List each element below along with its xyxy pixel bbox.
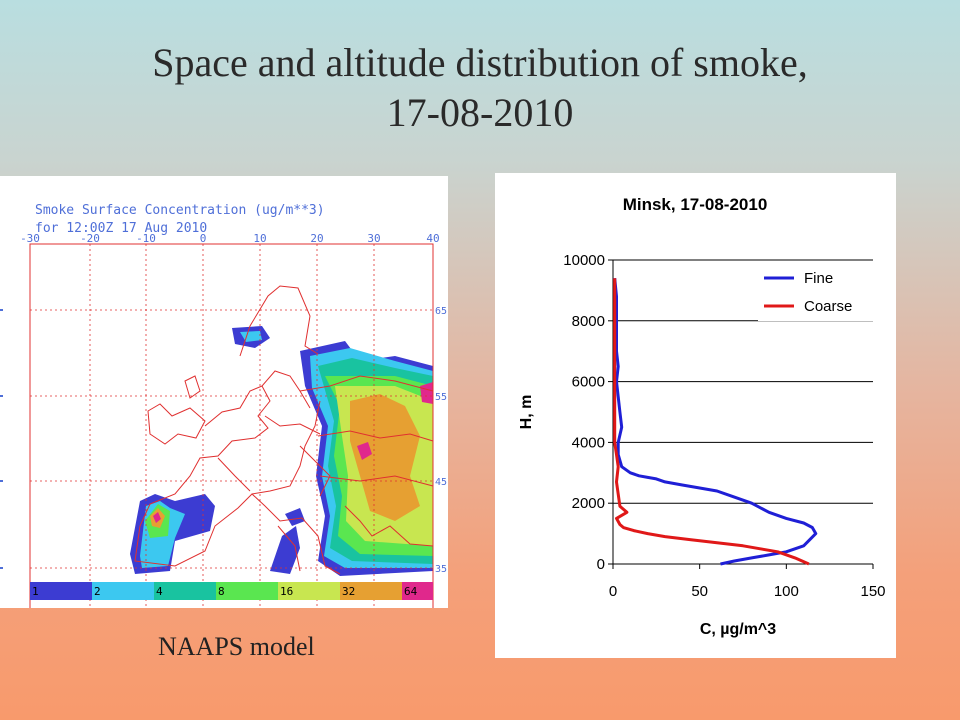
- x-axis-label: C, µg/m^3: [700, 621, 776, 638]
- y-tick-label: 10000: [563, 252, 605, 269]
- border-line-11: [277, 525, 301, 572]
- chart-title: Minsk, 17-08-2010: [623, 195, 768, 214]
- latitude-label: 45: [435, 477, 447, 488]
- colorbar-label: 64: [404, 585, 418, 598]
- x-tick-label: 50: [691, 583, 708, 600]
- colorbar-swatch-8: [216, 582, 278, 600]
- border-line-2: [134, 385, 341, 575]
- border-line-5: [239, 285, 319, 357]
- border-line-10: [264, 415, 321, 435]
- x-tick-label: 150: [860, 583, 885, 600]
- colorbar-label: 8: [218, 585, 225, 598]
- border-line-0: [147, 403, 206, 445]
- y-axis-label: H, m: [518, 395, 535, 430]
- smoke-area-16: [285, 508, 305, 526]
- border-line-9: [319, 475, 434, 487]
- colorbar-swatch-16: [278, 582, 340, 600]
- title-line-1: Space and altitude distribution of smoke…: [152, 40, 808, 85]
- longitude-label: -20: [80, 232, 100, 245]
- colorbar-swatch-2: [92, 582, 154, 600]
- y-tick-label: 8000: [572, 313, 605, 330]
- colorbar-label: 32: [342, 585, 355, 598]
- colorbar-swatch-1: [30, 582, 92, 600]
- slide-title: Space and altitude distribution of smoke…: [0, 38, 960, 138]
- colorbar-swatch-64: [402, 582, 433, 600]
- altitude-profile-chart: Minsk, 17-08-2010 0 2000 4000 6000 8000 10000 0…: [518, 195, 886, 638]
- border-line-3: [217, 457, 251, 492]
- map-title-line-2: for 12:00Z 17 Aug 2010: [35, 221, 208, 236]
- longitude-label: -10: [136, 232, 156, 245]
- y-tick-label: 4000: [572, 434, 605, 451]
- smoke-map-panel: -30 -20 -10 0 10 20 30 40 65 55 45 35 1 2 4 8 16 32 64 Smo…: [0, 176, 448, 608]
- legend-box: [758, 264, 873, 321]
- border-line-7: [299, 375, 434, 392]
- map-caption: NAAPS model: [158, 632, 315, 661]
- smoke-area-14: [153, 512, 161, 523]
- series-line-fine: [613, 278, 818, 566]
- border-line-6: [261, 370, 311, 409]
- border-line-4: [251, 400, 321, 495]
- altitude-chart-panel: Minsk, 17-08-2010 0 2000 4000 6000 8000 10000 0…: [495, 173, 896, 658]
- border-line-13: [299, 445, 331, 497]
- smoke-area-5: [350, 394, 420, 521]
- colorbar-label: 16: [280, 585, 293, 598]
- longitude-label: 30: [367, 232, 380, 245]
- x-tick-label: 0: [609, 583, 617, 600]
- border-line-8: [317, 430, 434, 442]
- title-line-2: 17-08-2010: [386, 90, 574, 135]
- longitude-label: 20: [310, 232, 323, 245]
- colorbar-label: 1: [32, 585, 39, 598]
- smoke-map: -30 -20 -10 0 10 20 30 40 65 55 45 35 1 2 4 8 16 32 64: [0, 232, 447, 608]
- series-line-coarse: [613, 278, 810, 566]
- latitude-label: 65: [435, 306, 447, 317]
- colorbar-swatch-32: [340, 582, 402, 600]
- smoke-area-15: [270, 526, 300, 574]
- smoke-area-6: [357, 442, 372, 460]
- longitude-label: 0: [200, 232, 207, 245]
- legend-label-fine: Fine: [804, 270, 833, 287]
- longitude-label: 40: [426, 232, 439, 245]
- map-title-line-1: Smoke Surface Concentration (ug/m**3): [35, 203, 325, 218]
- legend-label-coarse: Coarse: [804, 298, 852, 315]
- smoke-area-7: [420, 382, 433, 404]
- latitude-label: 55: [435, 392, 447, 403]
- y-tick-label: 6000: [572, 374, 605, 391]
- longitude-label: -30: [20, 232, 40, 245]
- map-frame: [29, 243, 434, 608]
- longitude-label: 10: [253, 232, 266, 245]
- y-tick-label: 2000: [572, 495, 605, 512]
- latitude-label: 35: [435, 564, 447, 575]
- x-tick-label: 100: [774, 583, 799, 600]
- border-line-1: [184, 375, 201, 399]
- colorbar-swatch-4: [154, 582, 216, 600]
- colorbar-label: 4: [156, 585, 163, 598]
- colorbar-label: 2: [94, 585, 101, 598]
- border-line-12: [344, 505, 434, 547]
- y-tick-label: 0: [597, 556, 605, 573]
